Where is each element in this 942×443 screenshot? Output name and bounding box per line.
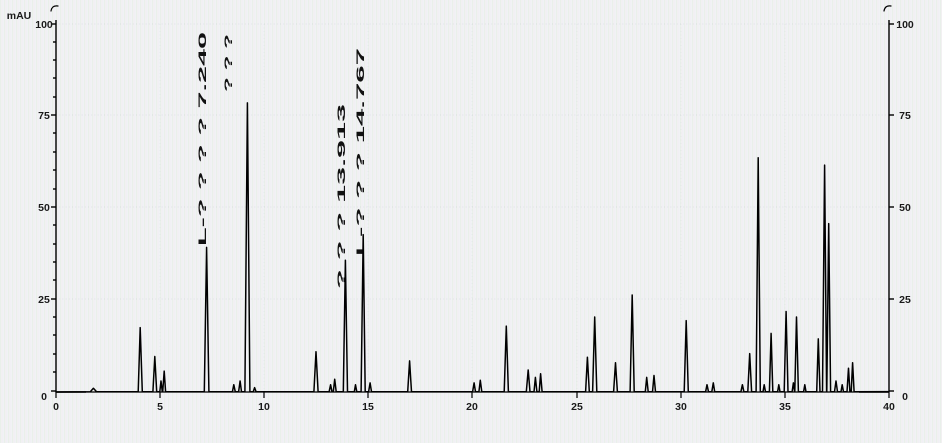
svg-text:5: 5 [157,401,163,413]
svg-text:0: 0 [53,401,59,413]
svg-text:10: 10 [258,401,270,413]
svg-text:0: 0 [41,391,47,403]
svg-text:mAU: mAU [7,10,32,22]
svg-text:30: 30 [675,401,687,413]
svg-text:15: 15 [362,401,374,413]
svg-text:50: 50 [38,202,50,214]
svg-text:40: 40 [883,401,895,413]
svg-text:0: 0 [902,391,908,403]
svg-text:L-? ? ? ? 7.240: L-? ? ? ? 7.240 [197,32,209,246]
svg-text:25: 25 [571,401,583,413]
svg-text:25: 25 [899,294,911,306]
svg-text:? ? ?: ? ? ? [223,33,235,92]
svg-text:35: 35 [779,401,791,413]
svg-text:75: 75 [38,110,50,122]
svg-text:100: 100 [896,19,914,31]
svg-text:20: 20 [466,401,478,413]
svg-text:? ? ? 13.913: ? ? ? 13.913 [336,104,348,289]
svg-text:L-? ? ? 14.767: L-? ? ? 14.767 [355,48,367,256]
svg-text:50: 50 [899,202,911,214]
svg-text:100: 100 [35,19,53,31]
svg-text:25: 25 [38,294,50,306]
svg-text:75: 75 [899,110,911,122]
